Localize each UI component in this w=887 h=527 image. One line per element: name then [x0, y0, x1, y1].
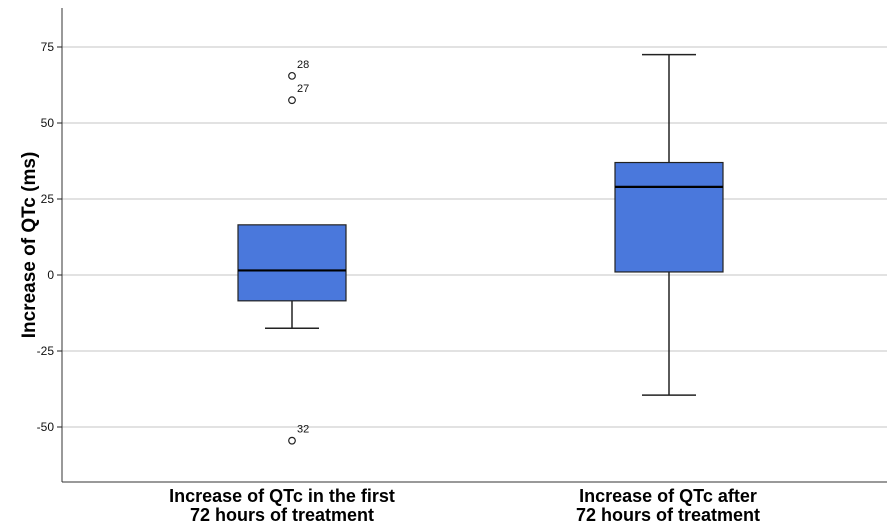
y-tick-label: -25 — [37, 344, 55, 358]
x-category-1-line2: 72 hours of treatment — [189, 505, 375, 525]
x-category-2-line1: Increase of QTc after — [579, 486, 757, 506]
x-category-label-2: Increase of QTc after 72 hours of treatm… — [488, 487, 848, 525]
box-group-1: 28 27 32 — [237, 59, 347, 445]
gridlines — [62, 46, 887, 428]
iqr-box — [614, 161, 724, 273]
outlier-label: 27 — [297, 83, 309, 95]
outlier-label: 32 — [297, 424, 309, 436]
outlier-point — [288, 436, 296, 445]
axes — [61, 8, 887, 483]
x-category-label-1: Increase of QTc in the first 72 hours of… — [102, 487, 462, 525]
outlier-point — [288, 96, 296, 105]
x-category-2-line2: 72 hours of treatment — [575, 505, 761, 525]
y-axis-label: Increase of QTc (ms) — [19, 151, 40, 339]
y-tick-label: -50 — [37, 420, 55, 434]
outlier-label: 28 — [297, 59, 309, 71]
y-ticks: 75 50 25 0 -25 -50 — [37, 40, 62, 434]
y-tick-label: 75 — [41, 40, 55, 54]
y-tick-label: 0 — [47, 268, 54, 282]
y-tick-label: 50 — [41, 116, 55, 130]
iqr-box — [237, 224, 347, 302]
box-group-2 — [614, 53, 724, 396]
boxes: 28 27 32 — [237, 53, 724, 445]
x-category-1-line1: Increase of QTc in the first — [169, 486, 395, 506]
y-tick-label: 25 — [41, 192, 55, 206]
outlier-point — [288, 71, 296, 80]
